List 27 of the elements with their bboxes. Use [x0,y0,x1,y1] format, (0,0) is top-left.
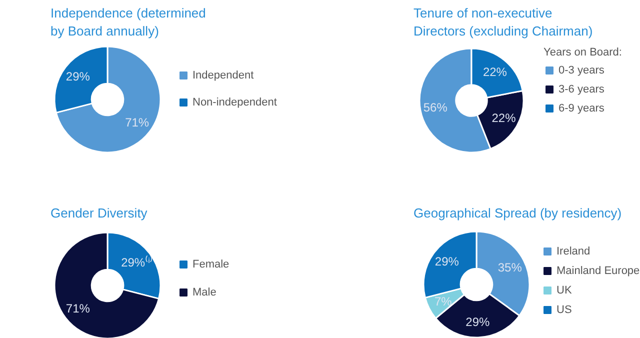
data-label: 35% [498,260,522,274]
legend-title: Years on Board: [544,46,622,58]
legend-label: 3-6 years [558,84,605,96]
data-label: 29%⁽ⁱ⁾ [121,256,154,270]
chart-title: Gender Diversity [50,206,148,220]
legend-label: 6-9 years [558,102,605,114]
legend-label: UK [556,284,572,296]
data-label: 71% [125,115,150,130]
legend-label: Non-independent [192,96,277,108]
legend-label: Male [192,286,216,298]
chart-title: Geographical Spread (by residency) [414,206,622,220]
chart-title: Tenure of non-executive Directors (excluding Chairman) [414,6,593,38]
legend-label: Independent [192,70,254,82]
data-label: 71% [66,301,90,316]
data-label: 29% [434,254,460,269]
legend-label: 0-3 years [558,64,605,76]
data-label: 22% [482,65,508,80]
data-label: 56% [423,100,448,114]
legend-label: Female [192,258,230,270]
legend-label: US [556,304,572,316]
data-label: 7% [434,294,452,308]
chart-title: Independence (determined by Board annually) [50,6,206,38]
data-label: 22% [492,111,516,126]
data-label: 29% [466,314,490,329]
legend-label: Mainland Europe [556,265,640,277]
legend-label: Ireland [556,246,590,258]
data-label: 29% [66,70,90,84]
